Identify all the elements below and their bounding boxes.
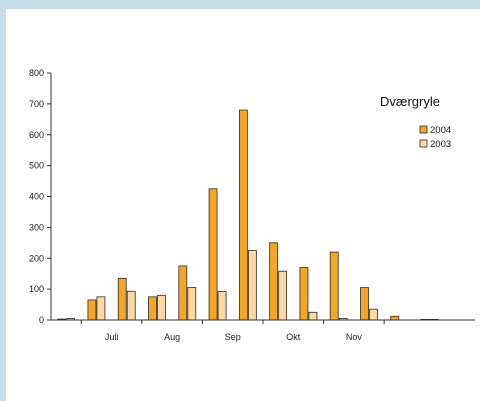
y-tick-label: 0 bbox=[39, 315, 44, 325]
bar-2004-11 bbox=[390, 315, 400, 321]
x-tick-label: Okt bbox=[286, 332, 301, 342]
bar-2003-1 bbox=[96, 296, 106, 321]
bar-2003-8 bbox=[308, 311, 318, 321]
bar-2003-10 bbox=[369, 308, 378, 321]
y-axis: 0 100 200 300 400 500 600 700 800 bbox=[29, 68, 52, 325]
bar-2004-10 bbox=[360, 287, 369, 321]
legend-swatch-2003 bbox=[419, 139, 428, 148]
y-tick-label: 200 bbox=[29, 253, 44, 263]
bar-2004-7 bbox=[269, 242, 279, 321]
x-tick-label: Aug bbox=[164, 332, 180, 342]
bar-2004-4 bbox=[178, 265, 188, 321]
y-tick-label: 800 bbox=[29, 68, 44, 78]
y-tick-label: 300 bbox=[29, 222, 44, 232]
legend-label-2004: 2004 bbox=[430, 125, 451, 136]
bars bbox=[57, 109, 439, 321]
bar-2004-6 bbox=[238, 109, 248, 321]
bar-2004-3 bbox=[148, 296, 157, 321]
bar-2003-2 bbox=[126, 290, 136, 321]
bar-2003-3 bbox=[157, 294, 166, 321]
x-tick-label: Nov bbox=[346, 332, 363, 342]
chart-title: Dværgryle bbox=[380, 94, 440, 109]
bar-2003-4 bbox=[187, 287, 197, 321]
legend-label-2003: 2003 bbox=[430, 139, 451, 150]
legend: 2004 2003 bbox=[419, 125, 451, 150]
y-tick-label: 600 bbox=[29, 130, 44, 140]
x-tick-label: Sep bbox=[225, 332, 241, 342]
y-tick-label: 500 bbox=[29, 161, 44, 171]
y-tick-label: 400 bbox=[29, 192, 44, 202]
legend-swatch-2004 bbox=[419, 125, 428, 134]
bar-2004-1 bbox=[87, 299, 97, 321]
bar-2004-9 bbox=[329, 251, 339, 321]
x-axis: Juli Aug Sep Okt Nov bbox=[51, 319, 475, 342]
bar-2003-7 bbox=[278, 270, 288, 321]
y-tick-label: 700 bbox=[29, 99, 44, 109]
bar-2004-5 bbox=[208, 188, 218, 321]
bar-2003-5 bbox=[217, 291, 227, 321]
x-tick-label: Juli bbox=[105, 332, 119, 342]
bar-2003-6 bbox=[247, 250, 257, 321]
bar-2004-8 bbox=[299, 267, 309, 321]
y-tick-label: 100 bbox=[29, 284, 44, 294]
bar-2004-2 bbox=[117, 277, 127, 321]
